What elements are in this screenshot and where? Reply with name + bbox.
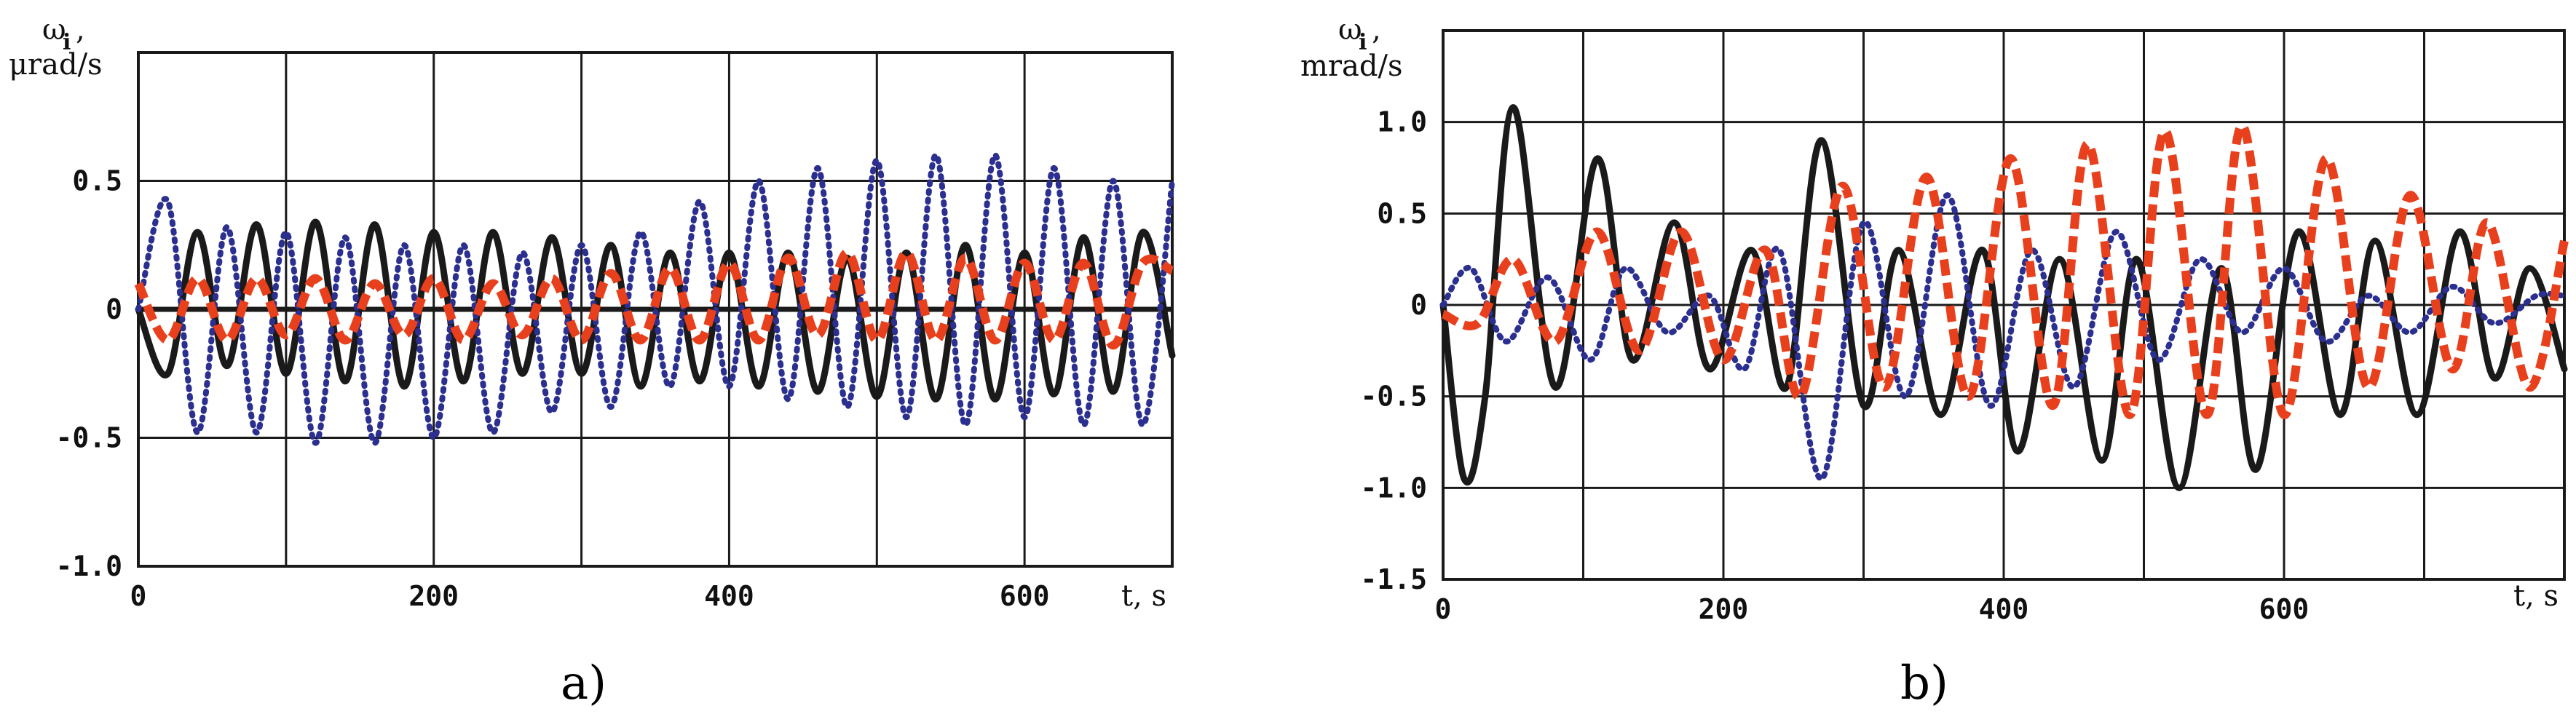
chart-b-y-tick-label: -1.0 <box>1360 472 1427 504</box>
chart-a-ylabel-omega: ω <box>42 13 66 47</box>
chart-a-ylabel-subscript: i <box>63 30 71 55</box>
chart-b-y-tick-labels: 1.0 0.5 0 -0.5 -1.0 -1.5 <box>1360 106 1427 595</box>
chart-a-x-tick-label: 400 <box>704 580 754 612</box>
chart-b-caption: b) <box>1900 656 1948 710</box>
chart-b-series-dotted <box>1440 192 2567 482</box>
chart-b-ylabel-omega: ω <box>1338 13 1362 47</box>
chart-a-x-tick-label: 0 <box>130 580 147 612</box>
chart-a-x-tick-label: 200 <box>408 580 459 612</box>
chart-a-y-tick-label: -0.5 <box>55 422 122 454</box>
chart-a: 0.5 0 -0.5 -1.0 0 200 400 600 ω i , μrad/s t, … <box>9 13 1176 710</box>
chart-b-ylabel-comma: , <box>1372 13 1381 47</box>
chart-b-x-tick-label: 200 <box>1699 593 1749 625</box>
chart-b-series-dashed <box>1441 121 2569 419</box>
chart-b-series-solid <box>1439 104 2568 491</box>
chart-b-x-tick-label: 600 <box>2259 593 2310 625</box>
chart-b-ylabel-subscript: i <box>1359 30 1367 55</box>
chart-b-y-tick-label: -1.5 <box>1360 563 1427 595</box>
chart-a-x-tick-label: 600 <box>1000 580 1050 612</box>
chart-a-ylabel-unit: μrad/s <box>9 48 103 82</box>
chart-b-x-tick-label: 0 <box>1435 593 1452 625</box>
chart-b-ylabel-unit: mrad/s <box>1300 49 1403 83</box>
chart-a-y-tick-label: 0 <box>106 293 122 325</box>
chart-a-series <box>134 152 1176 446</box>
chart-b-x-tick-labels: 0 200 400 600 <box>1435 593 2310 625</box>
chart-b-y-tick-label: -0.5 <box>1360 381 1427 413</box>
chart-b-xlabel: t, s <box>2513 579 2559 613</box>
chart-b-y-tick-label: 0.5 <box>1377 197 1427 229</box>
chart-a-caption: a) <box>561 656 607 710</box>
chart-b-x-tick-label: 400 <box>1979 593 2029 625</box>
chart-b-y-tick-label: 1.0 <box>1377 106 1427 138</box>
chart-b-y-tick-label: 0 <box>1410 289 1427 321</box>
chart-a-y-tick-label: -1.0 <box>55 550 122 582</box>
chart-a-ylabel-comma: , <box>76 13 85 47</box>
chart-a-series-dotted <box>135 152 1175 446</box>
chart-a-y-tick-label: 0.5 <box>72 165 122 197</box>
chart-a-xlabel: t, s <box>1121 579 1166 613</box>
chart-b-series <box>1439 104 2569 491</box>
chart-a-series-dashed <box>134 248 1174 350</box>
chart-b: 1.0 0.5 0 -0.5 -1.0 -1.5 0 200 400 600 ω i , mra… <box>1300 13 2569 710</box>
chart-a-x-tick-labels: 0 200 400 600 <box>130 580 1050 612</box>
chart-a-y-tick-labels: 0.5 0 -0.5 -1.0 <box>55 165 122 583</box>
